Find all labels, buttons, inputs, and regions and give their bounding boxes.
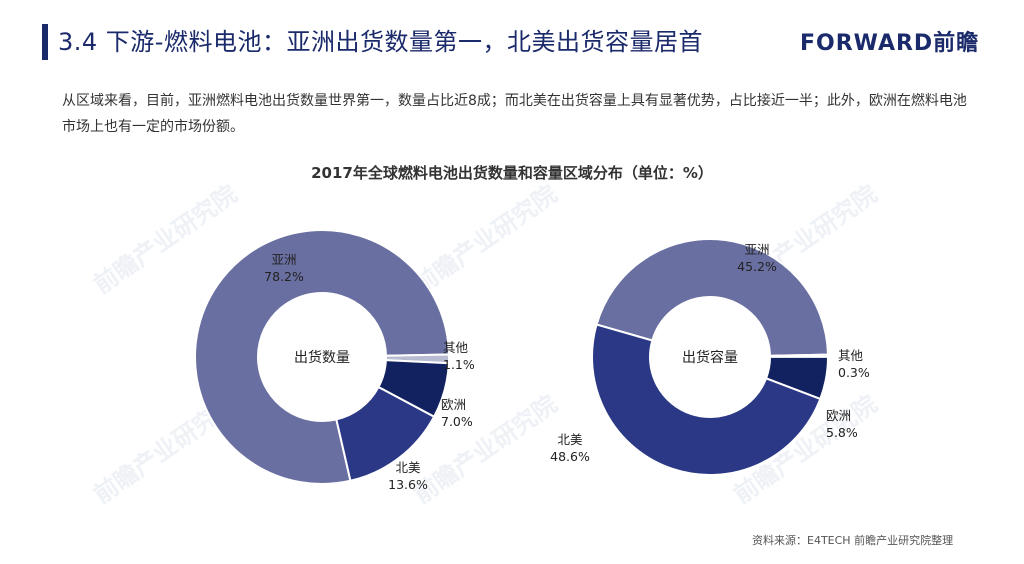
source-note: 资料来源：E4TECH 前瞻产业研究院整理 <box>752 534 954 547</box>
slice-asia <box>595 238 829 357</box>
donut-chart-shipment-quantity: 出货数量 亚洲 78.2% 其他 1.1% 欧洲 7.0% 北美 13.6% <box>194 229 475 492</box>
slice-asia <box>194 229 450 485</box>
slice-value-europe: 5.8% <box>826 425 858 440</box>
page-title: 3.4 下游-燃料电池：亚洲出货数量第一，北美出货容量居首 <box>58 28 703 56</box>
slice-value-europe: 7.0% <box>441 414 473 429</box>
slice-label-europe: 欧洲 <box>826 408 851 423</box>
slice-value-asia: 78.2% <box>264 269 304 284</box>
slice-value-other: 1.1% <box>443 357 475 372</box>
slice-label-other: 其他 <box>443 340 469 355</box>
slice-value-asia: 45.2% <box>737 259 777 274</box>
slice-value-north-america: 48.6% <box>550 449 590 464</box>
slice-label-other: 其他 <box>838 348 864 363</box>
donut-center-label: 出货数量 <box>294 349 350 366</box>
chart-title: 2017年全球燃料电池出货数量和容量区域分布（单位：%） <box>311 164 713 182</box>
brand-logo: FORWARD前瞻 <box>800 31 980 56</box>
slice-label-north-america: 北美 <box>557 432 582 447</box>
slice-value-north-america: 13.6% <box>388 477 428 492</box>
slice-label-asia: 亚洲 <box>271 252 296 267</box>
slice-value-other: 0.3% <box>838 365 870 380</box>
slice-label-asia: 亚洲 <box>744 242 769 257</box>
slice-north-america <box>335 385 436 482</box>
slice-label-north-america: 北美 <box>395 460 420 475</box>
title-accent-bar <box>42 24 48 60</box>
intro-paragraph: 从区域来看，目前，亚洲燃料电池出货数量世界第一，数量占比近8成；而北美在出货容量… <box>62 93 967 135</box>
donut-center-label: 出货容量 <box>682 349 738 366</box>
donut-chart-shipment-capacity: 出货容量 亚洲 45.2% 其他 0.3% 欧洲 5.8% 北美 48.6% <box>550 238 870 476</box>
slice-north-america <box>591 323 822 476</box>
slice-label-europe: 欧洲 <box>441 397 466 412</box>
